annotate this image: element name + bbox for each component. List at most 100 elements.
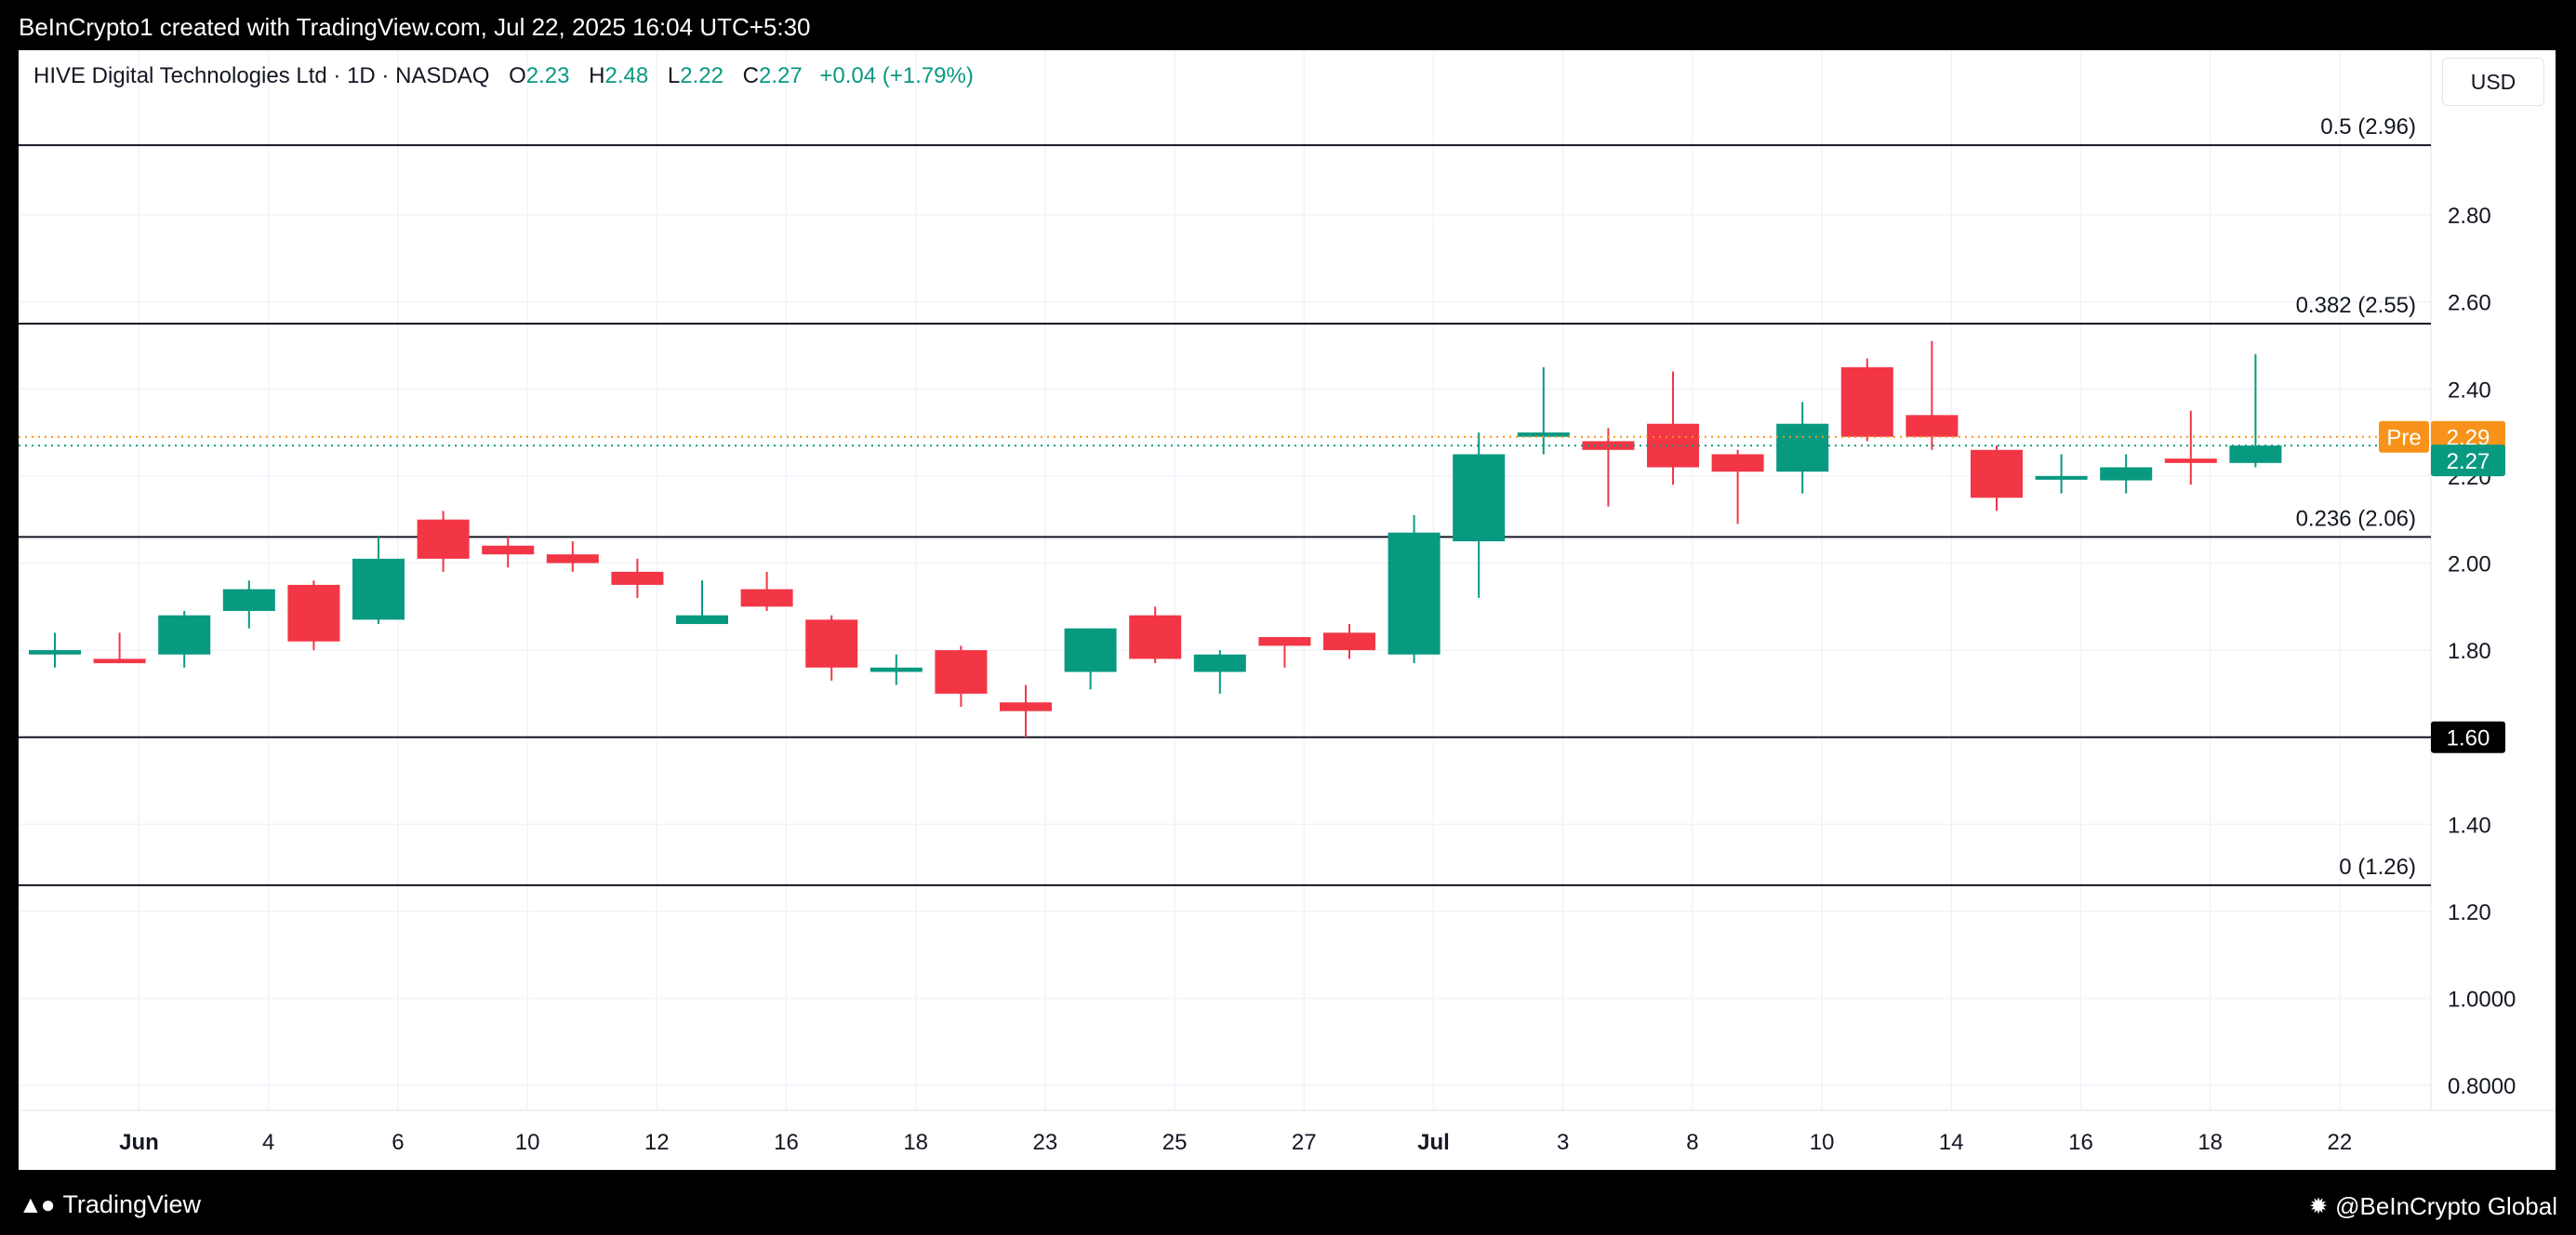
candle — [1582, 428, 1635, 507]
candle-body — [1000, 702, 1052, 711]
time-tick-label: 27 — [1292, 1130, 1317, 1155]
last-price-label: 2.27 — [2447, 449, 2490, 474]
candle-body — [1840, 366, 1893, 437]
candle — [676, 580, 728, 625]
candle-body — [1971, 449, 2023, 498]
beincrypto-watermark-label: @BeInCrypto Global — [2335, 1192, 2557, 1220]
candle-body — [1453, 454, 1506, 542]
candle — [1064, 628, 1117, 690]
candle-body — [1517, 432, 1570, 437]
candle — [1905, 340, 1959, 450]
candle-body — [2229, 445, 2282, 463]
chart-panel[interactable]: 0.5 (2.96) 0.382 (2.55) 0.236 (2.06) 0 (1.2… — [19, 50, 2556, 1170]
candle — [805, 615, 858, 681]
candle-body — [352, 558, 405, 620]
candle-body — [676, 615, 728, 625]
price-tick-label: 2.00 — [2448, 551, 2491, 577]
time-tick-label: 23 — [1033, 1130, 1058, 1155]
candle-body — [611, 571, 664, 585]
time-tick-label: 6 — [392, 1130, 404, 1155]
candle — [93, 632, 146, 664]
tradingview-brand[interactable]: ▲● TradingView — [19, 1190, 201, 1219]
candle — [2035, 454, 2088, 494]
price-tick-label: 1.40 — [2448, 813, 2491, 838]
candle — [935, 645, 988, 707]
time-tick-label: 10 — [515, 1130, 540, 1155]
symbol-legend: HIVE Digital Technologies Ltd · 1D · NAS… — [33, 63, 974, 89]
candle-body — [935, 650, 988, 694]
footer-bar: ▲● TradingView ✹ @BeInCrypto Global — [0, 1170, 2576, 1235]
candle-body — [2035, 475, 2088, 480]
price-tick-label: 2.40 — [2448, 378, 2491, 403]
candle — [158, 610, 211, 668]
time-tick-label: 3 — [1557, 1130, 1569, 1155]
tradingview-brand-label: TradingView — [62, 1190, 202, 1218]
candle — [222, 580, 275, 629]
candle — [1453, 432, 1506, 598]
candle — [1193, 650, 1246, 694]
candle — [1388, 515, 1441, 664]
open-label: O — [509, 63, 526, 88]
candle — [352, 537, 405, 625]
time-tick-label: 18 — [2198, 1130, 2223, 1155]
candle-body — [93, 658, 146, 664]
high-label: H — [589, 63, 605, 88]
candle-body — [287, 584, 340, 642]
attribution-text: BeInCrypto1 created with TradingView.com… — [19, 13, 811, 41]
time-tick-label: 16 — [2068, 1130, 2093, 1155]
time-tick-label: 12 — [644, 1130, 670, 1155]
price-tick-label: 2.80 — [2448, 204, 2491, 229]
candle — [1840, 358, 1893, 442]
price-tick-label: 1.80 — [2448, 639, 2491, 664]
candle — [1258, 637, 1311, 668]
candle — [29, 632, 81, 668]
low-label: L — [667, 63, 681, 88]
tradingview-logo-icon: ▲● — [19, 1190, 55, 1218]
last-price-badge — [2431, 445, 2505, 477]
pre-tag — [2379, 420, 2429, 453]
candle — [482, 537, 535, 568]
price-tick-label: 1.20 — [2448, 900, 2491, 925]
candle — [546, 541, 599, 572]
price-tick-label: 2.60 — [2448, 291, 2491, 316]
high-value: 2.48 — [604, 63, 649, 88]
candle-body — [740, 589, 793, 607]
price-tick-label: 1.0000 — [2448, 988, 2516, 1013]
time-tick-label: 16 — [774, 1130, 799, 1155]
time-tick-label: Jul — [1417, 1130, 1450, 1155]
candle-body — [1711, 454, 1764, 472]
fib-level-label: 0.236 (2.06) — [2296, 506, 2416, 531]
time-tick-label: 14 — [1939, 1130, 1964, 1155]
candle-body — [1323, 632, 1375, 651]
candle-body — [158, 615, 211, 655]
price-tick-label: 0.8000 — [2448, 1074, 2516, 1099]
time-tick-label: 18 — [903, 1130, 928, 1155]
attribution-bar: BeInCrypto1 created with TradingView.com… — [0, 0, 2576, 50]
time-tick-label: 4 — [262, 1130, 274, 1155]
candlestick-chart[interactable]: 0.5 (2.96) 0.382 (2.55) 0.236 (2.06) 0 (1.2… — [19, 50, 2556, 1170]
candle-body — [2100, 467, 2153, 481]
candle-body — [1064, 628, 1117, 672]
fib-level-label: 0.382 (2.55) — [2296, 293, 2416, 318]
candle-body — [1776, 423, 1829, 472]
price-badge — [2431, 721, 2505, 753]
candle — [1000, 684, 1052, 737]
time-tick-label: 22 — [2328, 1130, 2353, 1155]
fib-level-label: 0.5 (2.96) — [2320, 114, 2416, 139]
candle — [1129, 606, 1182, 664]
candle-body — [870, 667, 923, 672]
candle-body — [805, 619, 858, 668]
candle — [740, 571, 793, 611]
pre-tag-label: Pre — [2386, 426, 2421, 451]
candle — [1776, 402, 1829, 494]
currency-button[interactable]: USD — [2442, 58, 2544, 106]
candle-body — [546, 554, 599, 564]
price-badge-label: 1.60 — [2447, 726, 2490, 751]
candle-body — [2164, 458, 2217, 463]
candle-body — [1905, 415, 1959, 437]
candle — [1711, 449, 1764, 525]
candle — [870, 654, 923, 685]
candle-body — [1193, 654, 1246, 672]
candle — [287, 580, 340, 651]
time-tick-label: 25 — [1162, 1130, 1188, 1155]
